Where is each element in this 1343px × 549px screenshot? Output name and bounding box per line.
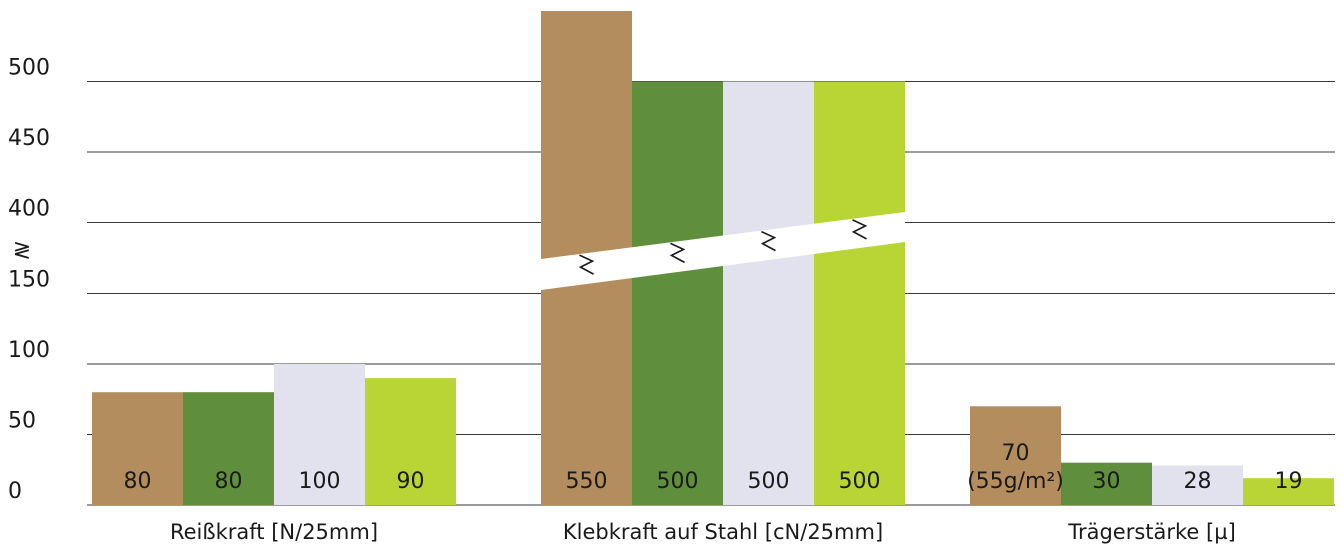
break-zigzag-icon [851,219,868,240]
value-label: 500 [657,469,699,494]
axis-break-band [541,212,905,290]
axis-break-band [541,212,905,290]
value-label: 550 [566,469,608,494]
y-tick-label: 150 [8,268,50,293]
y-tick-label: 500 [8,56,50,81]
value-labels: 80 80 100 90 550 500 500 500 70 30 28 19… [124,441,1303,494]
category-labels: Reißkraft [N/25mm] Klebkraft auf Stahl [… [170,520,1236,544]
bar [970,406,1061,505]
y-tick-label: 450 [8,126,50,151]
value-label: 80 [124,469,152,494]
value-label: 19 [1275,469,1303,494]
bar [365,378,456,505]
bar [1243,478,1334,505]
value-label: 30 [1093,469,1121,494]
value-sublabel: (55g/m²) [967,469,1064,494]
value-label: 28 [1184,469,1212,494]
y-tick-label: 0 [8,479,22,504]
value-label: 100 [299,469,341,494]
category-label: Reißkraft [N/25mm] [170,520,378,544]
axis-break-icon: ≷ [13,238,31,263]
bar [1061,462,1152,505]
bar [814,81,905,505]
value-label: 80 [215,469,243,494]
value-label: 500 [839,469,881,494]
bar [1152,465,1243,505]
bar [274,364,365,505]
break-zigzag-icon [578,254,595,275]
y-axis-ticks: 0 50 100 150 400 450 500 ≷ [8,56,50,505]
value-label: 90 [397,469,425,494]
value-label: 500 [748,469,790,494]
bar [723,81,814,505]
break-zigzag-icon [760,230,777,252]
category-label: Trägerstärke [µ] [1067,520,1236,544]
bar [183,392,274,505]
value-label: 70 [1002,441,1030,466]
bar [92,392,183,505]
y-tick-label: 400 [8,197,50,222]
y-tick-label: 100 [8,338,50,363]
category-label: Klebkraft auf Stahl [cN/25mm] [563,520,883,544]
bar [632,81,723,505]
y-tick-label: 50 [8,409,36,434]
break-zigzag-icon [669,242,686,264]
